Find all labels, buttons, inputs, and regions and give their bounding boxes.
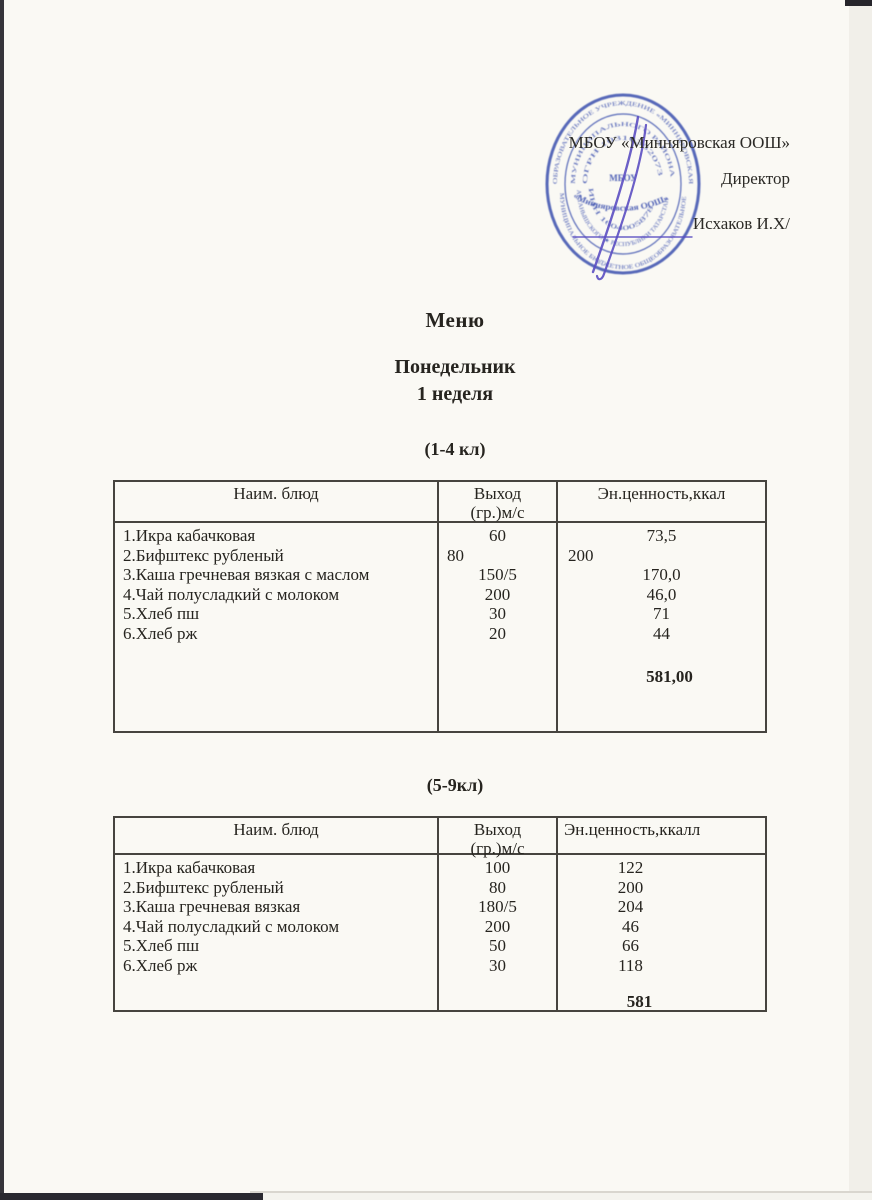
output-column: Выход (гр.)м/с 60 80 150/5 200 30 20: [437, 482, 556, 731]
kcal-column-header: Эн.ценность,ккалл: [558, 818, 765, 855]
page-title: Меню: [425, 308, 485, 332]
kcal-column: Эн.ценность,ккалл 122 200 204 46 66 118 …: [556, 818, 765, 1012]
scan-top-right-mark: [845, 0, 872, 6]
kcal-cell: 71: [653, 604, 670, 623]
dish-cell: 1.Икра кабачковая: [123, 858, 256, 877]
menu-table-grades-1-4: Наим. блюд 1.Икра кабачковая 2.Бифштекс …: [113, 480, 767, 733]
school-seal-stamp: ОБРАЗОВАТЕЛЬНОЕ УЧРЕЖДЕНИЕ «МИННЯРОВСКАЯ…: [545, 93, 701, 275]
dish-column-header: Наим. блюд: [115, 818, 437, 855]
kcal-cell: 44: [653, 623, 670, 643]
scan-right-edge: [849, 0, 872, 1200]
grades-5-9-caption: (5-9кл): [426, 775, 484, 795]
dish-cell: 2.Бифштекс рубленый: [123, 545, 284, 565]
grades-1-4-caption: (1-4 кл): [424, 439, 486, 459]
output-cell: 50: [489, 936, 506, 955]
kcal-cell: 204: [617, 897, 644, 916]
output-cell: 80: [447, 545, 464, 565]
weekday-heading: Понедельник: [394, 356, 516, 378]
dish-cell: 5.Хлеб пш: [123, 604, 200, 623]
output-cell: 30: [489, 604, 506, 623]
menu-table-grades-5-9: Наим. блюд 1.Икра кабачковая 2.Бифштекс …: [113, 816, 767, 1012]
output-cell: 150/5: [478, 565, 517, 584]
kcal-cell: 170,0: [642, 565, 681, 584]
output-column: Выход (гр.)м/с 100 80 180/5 200 50 30: [437, 818, 556, 1012]
output-cell: 20: [489, 623, 506, 643]
dish-cell: 6.Хлеб рж: [123, 623, 198, 643]
total-kcal: 581: [626, 992, 653, 1011]
dish-cell: 4.Чай полусладкий с молоком: [123, 584, 340, 604]
dish-cell: 3.Каша гречневая вязкая: [123, 897, 301, 916]
dish-column: Наим. блюд 1.Икра кабачковая 2.Бифштекс …: [115, 818, 437, 1012]
output-column-header: Выход (гр.)м/с: [439, 482, 556, 523]
output-cell: 200: [484, 916, 511, 936]
output-cell: 30: [489, 955, 506, 975]
org-name-line: МБОУ «Минняровская ООШ»: [568, 133, 790, 152]
output-cell: 60: [489, 526, 506, 545]
week-heading: 1 неделя: [416, 383, 494, 405]
director-name: Исхаков И.Х/: [692, 214, 790, 233]
scan-bottom-dark-strip: [0, 1193, 263, 1200]
dish-cell: 5.Хлеб пш: [123, 936, 200, 955]
dish-cell: 3.Каша гречневая вязкая с маслом: [123, 565, 370, 584]
kcal-column-header: Эн.ценность,ккал: [558, 482, 765, 523]
output-header-line2: (гр.)м/с: [470, 503, 525, 522]
scan-paper-bottom-edge: [250, 1191, 872, 1193]
output-cell: 180/5: [478, 897, 517, 916]
kcal-cell: 46,0: [646, 584, 677, 604]
director-label: Директор: [721, 169, 790, 188]
output-cell: 200: [484, 584, 511, 604]
scan-bottom-margin: [263, 1193, 872, 1200]
dish-cell: 2.Бифштекс рубленый: [123, 877, 284, 897]
output-cell: 100: [484, 858, 511, 877]
kcal-cell: 200: [568, 545, 594, 565]
dish-cell: 1.Икра кабачковая: [123, 526, 256, 545]
output-header-line1: Выход: [473, 484, 522, 503]
kcal-cell: 46: [622, 916, 639, 936]
dish-cell: 4.Чай полусладкий с молоком: [123, 916, 340, 936]
dish-column-header: Наим. блюд: [115, 482, 437, 523]
output-cell: 80: [489, 877, 506, 897]
kcal-cell: 73,5: [646, 526, 677, 545]
scan-left-edge: [0, 0, 4, 1200]
kcal-cell: 122: [617, 858, 644, 877]
total-kcal: 581,00: [646, 667, 693, 686]
kcal-cell: 200: [617, 877, 644, 897]
output-header-line1: Выход: [473, 820, 522, 839]
dish-column: Наим. блюд 1.Икра кабачковая 2.Бифштекс …: [115, 482, 437, 731]
output-header-line2: (гр.)м/с: [470, 839, 525, 858]
kcal-cell: 118: [618, 955, 643, 975]
kcal-column: Эн.ценность,ккал 73,5 200 170,0 46,0 71 …: [556, 482, 765, 731]
director-signature: [572, 115, 693, 281]
dish-cell: 6.Хлеб рж: [123, 955, 198, 975]
kcal-cell: 66: [622, 936, 639, 955]
output-column-header: Выход (гр.)м/с: [439, 818, 556, 858]
